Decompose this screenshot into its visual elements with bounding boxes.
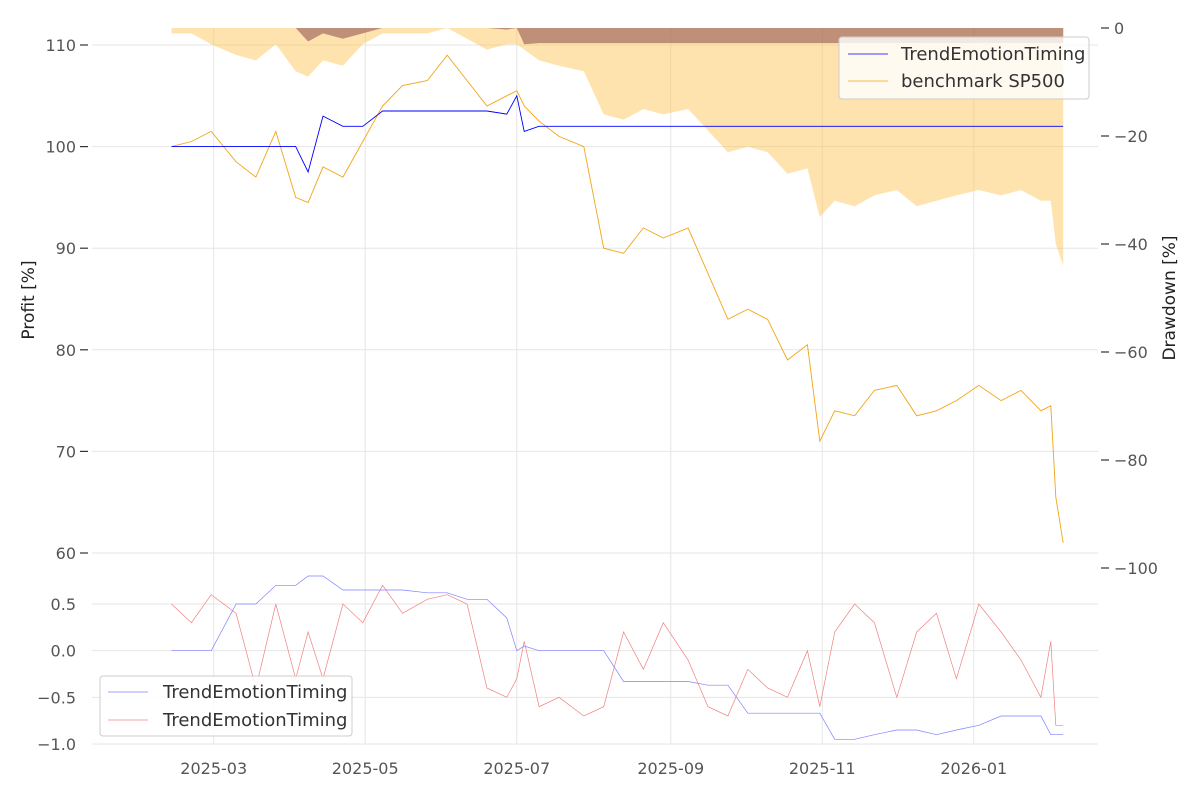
y-tick-label-profit: 70	[56, 442, 76, 461]
y-axis-label-profit: Profit [%]	[19, 260, 39, 339]
y-tick-label-drawdown: −20	[1114, 127, 1148, 146]
x-tick-label: 2025-11	[789, 759, 856, 778]
y-tick-label-bottom: −0.5	[37, 688, 76, 707]
legend-label-benchmark: benchmark SP500	[901, 71, 1065, 92]
y-tick-label-bottom: −1.0	[37, 735, 76, 754]
axes: Profit [%] Drawdown [%] 2025-03 2025-05 20…	[19, 19, 1180, 778]
y-tick-label-bottom: 0.5	[51, 595, 76, 614]
y-tick-label-profit: 90	[56, 239, 76, 258]
line-bottom-blue	[171, 575, 1064, 740]
legend-label-blue: TrendEmotionTiming	[162, 682, 347, 703]
y-tick-label-drawdown: −40	[1114, 235, 1148, 254]
y-tick-label-profit: 80	[56, 341, 76, 360]
y-tick-label-drawdown: −60	[1114, 343, 1148, 362]
legend-bottom-frame	[99, 675, 353, 737]
legend-label-red: TrendEmotionTiming	[162, 710, 347, 731]
legend-top: TrendEmotionTiming benchmark SP500	[838, 36, 1090, 100]
x-tick-label: 2025-05	[332, 759, 399, 778]
y-tick-label-profit: 60	[56, 544, 76, 563]
legend-label-trend: TrendEmotionTiming	[900, 44, 1085, 65]
y-tick-label-drawdown: −100	[1114, 559, 1158, 578]
legend-top-frame	[838, 36, 1090, 100]
y-tick-label-profit: 110	[45, 36, 76, 55]
y-tick-label-profit: 100	[45, 138, 76, 157]
y-tick-label-bottom: 0.0	[51, 642, 76, 661]
legend-bottom: TrendEmotionTiming TrendEmotionTiming	[99, 675, 353, 737]
x-tick-label: 2025-03	[180, 759, 247, 778]
y-tick-label-drawdown: 0	[1114, 19, 1124, 38]
x-tick-label: 2025-07	[483, 759, 550, 778]
line-benchmark-sp500	[171, 54, 1064, 543]
x-tick-label: 2025-09	[637, 759, 704, 778]
y-axis-label-drawdown: Drawdown [%]	[1160, 235, 1180, 360]
x-tick-label: 2026-01	[940, 759, 1007, 778]
y-tick-label-drawdown: −80	[1114, 451, 1148, 470]
line-trend-emotion-timing	[171, 94, 1064, 174]
